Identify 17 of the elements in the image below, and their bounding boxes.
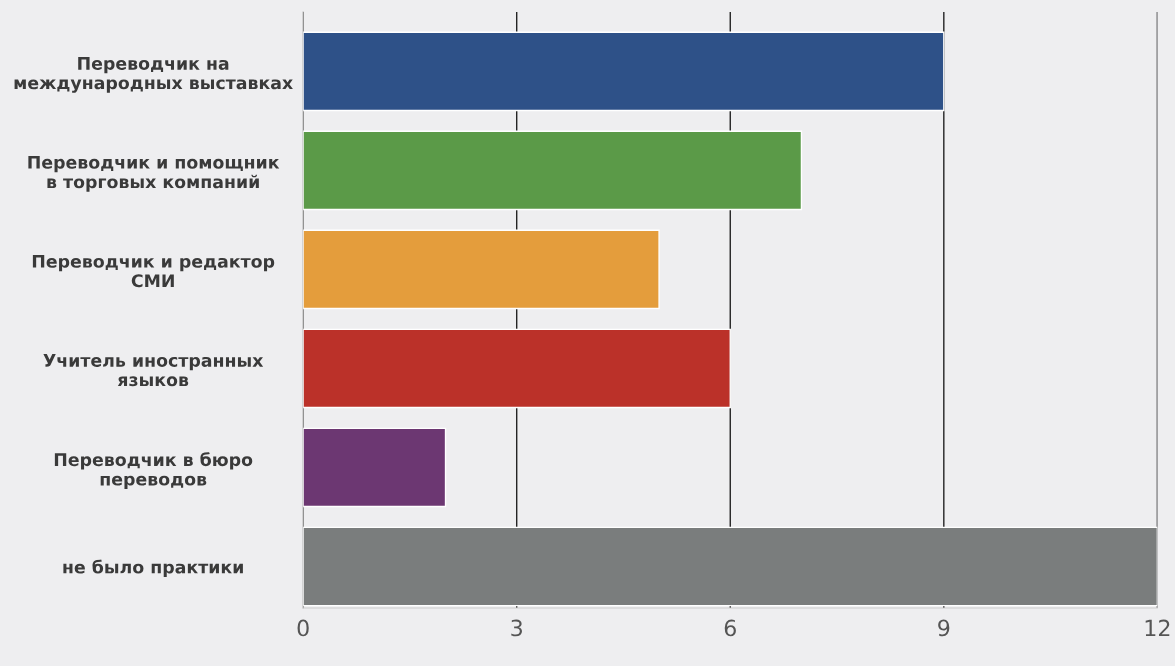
y-tick-label: не было практики [63, 559, 243, 577]
bar [303, 130, 803, 211]
x-tick-label: 12 [1145, 619, 1170, 637]
bar [303, 31, 945, 112]
y-tick-label: Переводчик на международных выставках [14, 57, 293, 93]
bar [303, 328, 731, 409]
y-tick-label: Учитель иностранных языков [43, 353, 264, 387]
bar [303, 526, 1158, 607]
x-tick-label: 9 [938, 619, 950, 637]
y-tick-label: Переводчик в бюро переводов [54, 452, 253, 489]
x-tick-label: 6 [724, 619, 736, 637]
x-tick-label: 0 [297, 619, 309, 637]
x-tick-label: 3 [511, 619, 522, 637]
y-tick-label: Переводчик и редактор СМИ [32, 254, 275, 288]
bar [303, 229, 660, 310]
bar [303, 427, 447, 508]
y-tick-label: Переводчик и помощник в торговых компаний [28, 155, 280, 192]
